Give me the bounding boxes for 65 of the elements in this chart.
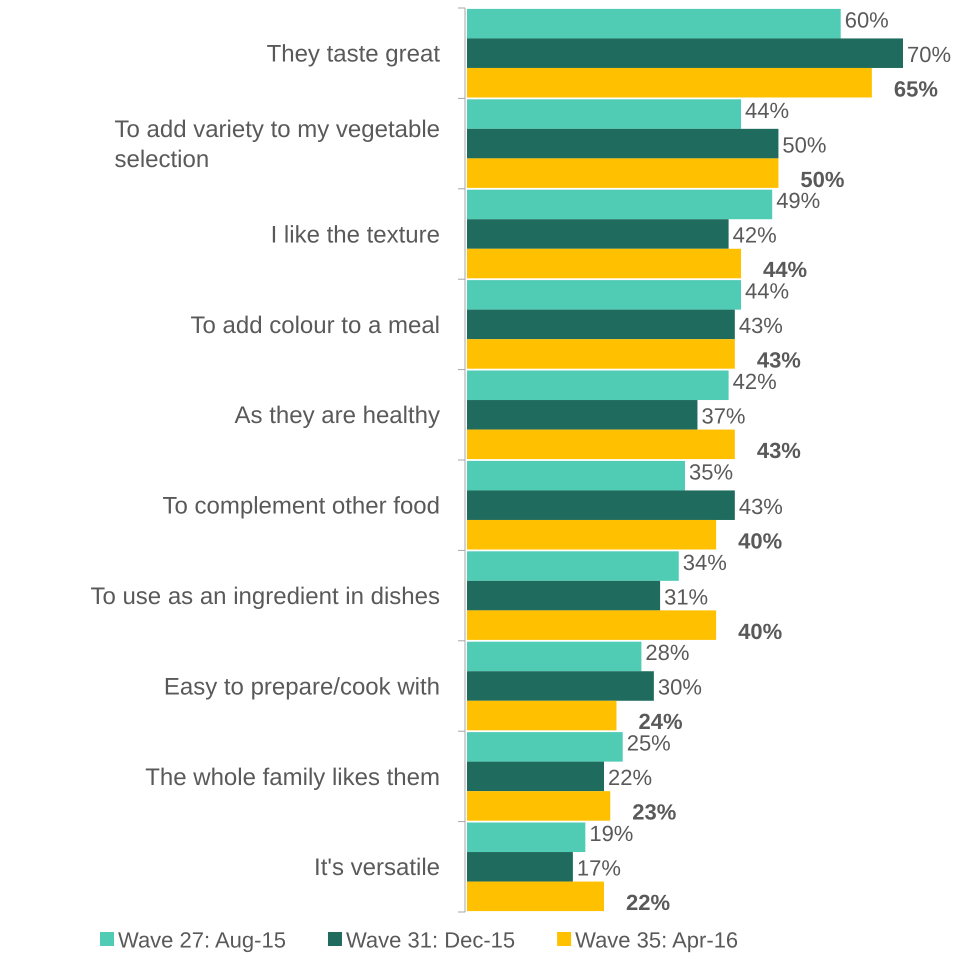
bar — [467, 370, 729, 400]
bar — [467, 310, 735, 340]
bar — [467, 610, 716, 640]
bar — [467, 68, 872, 98]
bar — [467, 158, 778, 188]
data-label: 31% — [664, 584, 708, 610]
bar — [467, 882, 604, 912]
data-label: 34% — [682, 550, 727, 575]
bar — [467, 852, 573, 882]
data-label: 17% — [576, 856, 621, 880]
bar — [467, 248, 742, 278]
legend-label: Wave 35: Apr-16 — [575, 928, 738, 953]
bar — [467, 339, 735, 369]
data-label: 70% — [907, 42, 952, 67]
bar — [467, 460, 685, 490]
bar — [467, 732, 623, 762]
data-label: 19% — [589, 820, 634, 846]
data-label: 43% — [738, 494, 783, 519]
bar — [467, 700, 616, 730]
data-label: 22% — [626, 890, 670, 916]
y-tick-label: To add colour to a meal — [190, 312, 440, 339]
y-tick-label: I like the texture — [270, 221, 440, 248]
bar — [467, 520, 716, 550]
data-label: 30% — [658, 674, 702, 700]
data-label: 60% — [844, 7, 889, 32]
bar — [467, 99, 742, 129]
y-tick-label: To add variety to my vegetable selection — [114, 116, 440, 173]
data-label: 42% — [732, 222, 777, 248]
data-label: 43% — [756, 438, 801, 464]
bar — [467, 430, 735, 460]
bar — [467, 490, 735, 520]
bar — [467, 762, 604, 792]
bar — [467, 791, 610, 821]
data-label: 43% — [738, 313, 783, 338]
bar — [467, 671, 654, 701]
data-label: 28% — [645, 640, 690, 666]
y-tick-label: To complement other food — [162, 492, 440, 520]
bar — [467, 8, 841, 38]
bar — [467, 822, 586, 852]
data-label: 35% — [689, 459, 734, 484]
bar — [467, 38, 903, 68]
data-label: 40% — [738, 528, 782, 554]
data-label: 50% — [782, 132, 826, 158]
data-label: 22% — [608, 765, 652, 790]
legend-label: Wave 31: Dec-15 — [346, 928, 516, 953]
bar — [467, 190, 772, 220]
data-label: 23% — [632, 800, 676, 825]
bar — [467, 280, 742, 310]
y-tick-label: They taste great — [266, 40, 440, 68]
bar — [467, 551, 679, 581]
bar — [467, 219, 729, 249]
y-tick-label: It's versatile — [314, 854, 440, 882]
y-tick-label: The whole family likes them — [145, 764, 440, 791]
bar — [467, 642, 642, 672]
data-label: 65% — [894, 76, 938, 102]
data-label: 40% — [738, 618, 782, 644]
data-label: 44% — [745, 98, 790, 123]
y-tick-label: As they are healthy — [234, 402, 440, 430]
y-tick-label: To use as an ingredient in dishes — [90, 583, 440, 610]
bar — [467, 400, 698, 430]
data-label: 37% — [701, 404, 746, 428]
y-tick-label: Easy to prepare/cook with — [164, 673, 440, 700]
legend-label: Wave 27: Aug-15 — [118, 928, 286, 953]
bar — [467, 580, 660, 610]
bar — [467, 128, 778, 158]
